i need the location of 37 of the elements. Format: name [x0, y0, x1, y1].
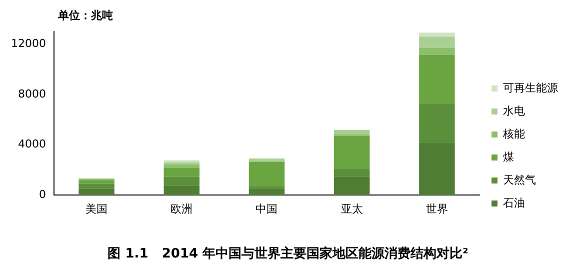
bar — [334, 130, 370, 135]
x-tick-label: 欧洲 — [170, 202, 193, 216]
bar — [419, 36, 455, 48]
text: 图 1.1 2014 年中国与世界主要国家地区能源消费结构对比² — [108, 246, 468, 262]
bar — [248, 188, 285, 196]
legend-label: 可再生能源 — [503, 81, 558, 94]
bar — [419, 54, 455, 104]
bar — [248, 158, 285, 162]
bar — [78, 184, 114, 189]
bar — [419, 142, 455, 196]
x-tick-label: 世界 — [426, 202, 448, 216]
x-tick-label: 中国 — [256, 202, 278, 216]
x-tick-label: 亚太 — [340, 202, 363, 216]
y-tick-label: 0 — [38, 188, 46, 202]
bar — [334, 169, 370, 177]
bar — [334, 136, 370, 170]
x-tick-label: 美国 — [86, 202, 108, 216]
legend-label: 煤 — [503, 150, 514, 164]
bar — [78, 180, 114, 184]
bar — [164, 176, 200, 186]
legend-label: 水电 — [503, 104, 525, 118]
bar — [164, 186, 200, 196]
bar — [78, 188, 114, 196]
bar — [419, 32, 455, 37]
legend-label: 核能 — [502, 127, 525, 140]
legend-label: 天然气 — [503, 173, 536, 186]
bar — [248, 162, 285, 187]
y-tick-label: 8000 — [18, 87, 46, 100]
bar — [334, 176, 370, 196]
bar — [419, 48, 455, 55]
bar — [164, 168, 200, 177]
y-axis-title: 单位：兆吨 — [58, 8, 114, 22]
legend-label: 石油 — [503, 196, 525, 210]
y-tick-label: 12000 — [10, 37, 46, 50]
bar — [419, 104, 455, 142]
bar — [164, 164, 200, 168]
y-tick-label: 4000 — [18, 138, 46, 151]
